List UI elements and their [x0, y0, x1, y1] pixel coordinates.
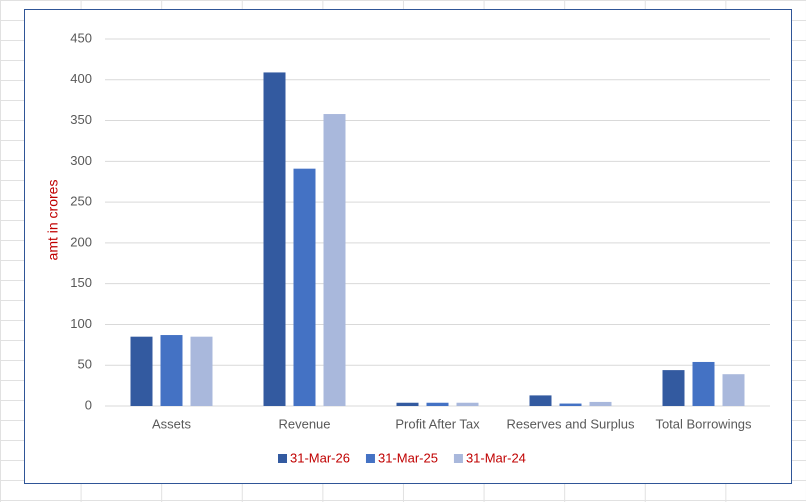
bar	[293, 168, 316, 406]
bar	[263, 72, 286, 406]
bar	[662, 370, 685, 406]
x-tick-label: Revenue	[278, 416, 330, 431]
y-tick-label: 150	[70, 275, 92, 290]
legend-label: 31-Mar-25	[378, 450, 438, 465]
bar	[396, 402, 419, 406]
y-tick-label: 250	[70, 194, 92, 209]
y-tick-label: 200	[70, 234, 92, 249]
x-tick-label: Total Borrowings	[655, 416, 752, 431]
bar	[160, 335, 183, 406]
bar	[456, 402, 479, 406]
legend-swatch	[453, 454, 463, 463]
x-tick-label: Assets	[152, 416, 192, 431]
bar	[323, 114, 346, 406]
bar	[559, 403, 582, 406]
y-tick-label: 50	[78, 357, 92, 372]
legend-label: 31-Mar-26	[290, 450, 350, 465]
x-tick-label: Profit After Tax	[395, 416, 480, 431]
y-tick-label: 450	[70, 30, 92, 45]
legend-swatch	[365, 454, 375, 463]
y-tick-label: 0	[85, 397, 92, 412]
bar	[692, 361, 715, 406]
x-tick-label: Reserves and Surplus	[507, 416, 635, 431]
bar	[130, 336, 153, 406]
bar	[722, 374, 745, 406]
y-tick-label: 400	[70, 71, 92, 86]
bar	[190, 336, 213, 406]
bar	[426, 402, 449, 406]
bar	[589, 401, 612, 406]
chart-frame	[24, 9, 792, 484]
bar	[529, 395, 552, 406]
y-axis-label: amt in crores	[45, 180, 61, 261]
y-tick-label: 300	[70, 153, 92, 168]
y-tick-label: 350	[70, 112, 92, 127]
legend-swatch	[278, 454, 287, 463]
y-tick-label: 100	[70, 316, 92, 331]
legend-label: 31-Mar-24	[466, 450, 526, 465]
